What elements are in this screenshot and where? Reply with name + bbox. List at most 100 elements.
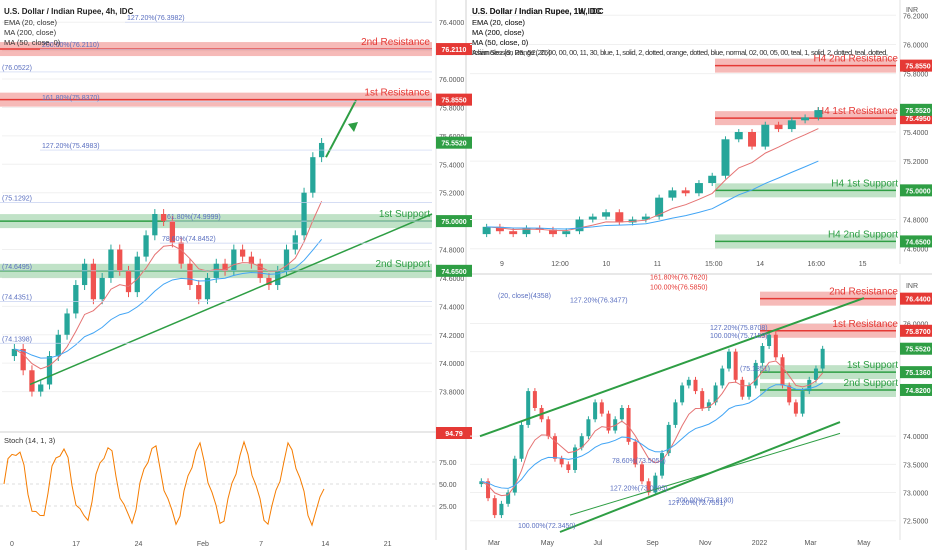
left-candle: [90, 263, 97, 300]
tr-current-price-tag: [900, 103, 932, 116]
tr-candle: [681, 190, 690, 194]
left-candle: [187, 263, 193, 286]
tr-y-tick: 76.0000: [903, 42, 928, 49]
br-price-tag-text: 75.1360: [905, 370, 930, 377]
br-current-price-tag: [900, 342, 932, 355]
left-level-label: 1st Support: [379, 209, 430, 220]
left-candle: [266, 277, 272, 286]
br-fib-label: 161.80%(76.7620): [650, 275, 708, 282]
tr-candle: [549, 229, 557, 235]
br-candle: [713, 385, 718, 403]
left-fib-label: 161.80%(75.8370): [42, 95, 100, 102]
br-candle: [599, 402, 604, 414]
left-candle: [99, 277, 105, 300]
tr-y-tick: 74.6000: [903, 247, 928, 254]
tr-price-tag: [900, 184, 932, 197]
left-y-tick: 73.8000: [439, 390, 464, 397]
br-candle: [726, 351, 731, 369]
tr-candle: [575, 219, 584, 232]
left-candle: [134, 256, 140, 293]
br-fib-label: 127.20%(75.8708): [710, 325, 768, 332]
br-channel-inner: [569, 432, 841, 516]
br-candle: [680, 385, 685, 403]
left-candle: [222, 263, 228, 271]
tr-x-tick: 16:00: [808, 261, 826, 268]
tr-y-tick: 75.4000: [903, 130, 928, 137]
left-candle: [117, 249, 123, 271]
br-candle: [479, 481, 484, 485]
br-x-tick: Mar: [805, 540, 818, 547]
left-fib-label: (74.1398): [2, 336, 32, 343]
br-y-tick: 72.5000: [903, 519, 928, 526]
br-candle: [653, 475, 658, 493]
br-candle: [733, 351, 738, 380]
tr-price-tag-text: 74.6500: [905, 239, 930, 246]
br-candle: [619, 408, 624, 420]
br-price-tag-text: 76.4400: [905, 297, 930, 304]
br-x-tick: Sep: [646, 540, 659, 547]
br-level-label: 2nd Support: [844, 378, 899, 389]
br-price-tag-text: 74.8200: [905, 388, 930, 395]
tr-y-tick: 76.2000: [903, 13, 928, 20]
br-fib-label: 127.20%(76.3477): [570, 298, 628, 305]
stoch-value-text: 94.79: [445, 431, 463, 438]
br-y-tick: 73.5000: [903, 462, 928, 469]
br-candle: [593, 402, 598, 420]
left-x-tick: 14: [321, 541, 329, 548]
br-title: U.S. Dollar / Indian Rupee, 1W, IDC: [472, 7, 604, 16]
br-fib-label: (20, close)(4358): [498, 293, 551, 300]
left-candle: [38, 384, 44, 392]
left-candle: [81, 263, 88, 286]
tr-y-tick: 75.2000: [903, 159, 928, 166]
left-fib-label: 200.00%(76.2110): [42, 42, 99, 49]
br-candle: [767, 334, 772, 346]
tr-x-tick: 15:00: [705, 261, 723, 268]
left-candle: [160, 214, 167, 222]
br-channel-top: [479, 297, 865, 438]
left-fib-label: (76.0522): [2, 65, 32, 72]
stoch-value-tag: [436, 427, 472, 439]
br-candle: [760, 346, 765, 363]
left-x-tick: Feb: [197, 541, 209, 548]
tr-candle: [734, 132, 743, 140]
br-candle: [720, 368, 725, 386]
tr-candle: [694, 183, 703, 194]
tr-level-label: H4 1st Support: [831, 178, 898, 189]
br-y-tick: 74.0000: [903, 434, 928, 441]
br-candle: [552, 436, 557, 459]
br-currency: INR: [906, 283, 918, 290]
br-candle: [586, 419, 591, 437]
left-projection-arrow: [325, 99, 357, 158]
left-candle: [108, 249, 114, 278]
br-candle: [559, 458, 564, 465]
tr-candle: [774, 124, 783, 130]
left-candle: [55, 334, 61, 357]
br-candle: [706, 402, 711, 408]
tr-level-label: H4 2nd Support: [828, 229, 898, 240]
left-y-tick: 75.4000: [439, 162, 464, 169]
left-candle: [310, 157, 316, 193]
stoch-y-tick: 75.00: [439, 460, 457, 467]
br-price-tag-text: 75.8700: [905, 329, 930, 336]
left-price-tag: [436, 215, 472, 228]
br-ema-line: [481, 360, 824, 497]
stoch-label: Stoch (14, 1, 3): [4, 436, 56, 445]
tr-level-label: H4 1st Resistance: [817, 106, 899, 117]
tr-y-tick: 75.8000: [903, 72, 928, 79]
tr-candle: [655, 197, 664, 217]
stoch-y-tick: 25.00: [439, 504, 457, 511]
tr-candle: [801, 117, 810, 121]
br-candle: [686, 379, 691, 386]
tr-candle: [787, 120, 796, 130]
tr-candle: [721, 139, 730, 176]
br-fib-label: 78.60%(73.5058): [612, 458, 666, 465]
left-candle: [283, 249, 290, 271]
br-x-tick: 2022: [752, 540, 768, 547]
left-y-tick: 74.4000: [439, 304, 464, 311]
br-candle: [820, 348, 825, 369]
tr-candle: [641, 216, 650, 220]
left-candle: [292, 235, 298, 250]
br-candle: [740, 379, 745, 397]
tr-level-label: H4 2nd Resistance: [814, 54, 899, 65]
